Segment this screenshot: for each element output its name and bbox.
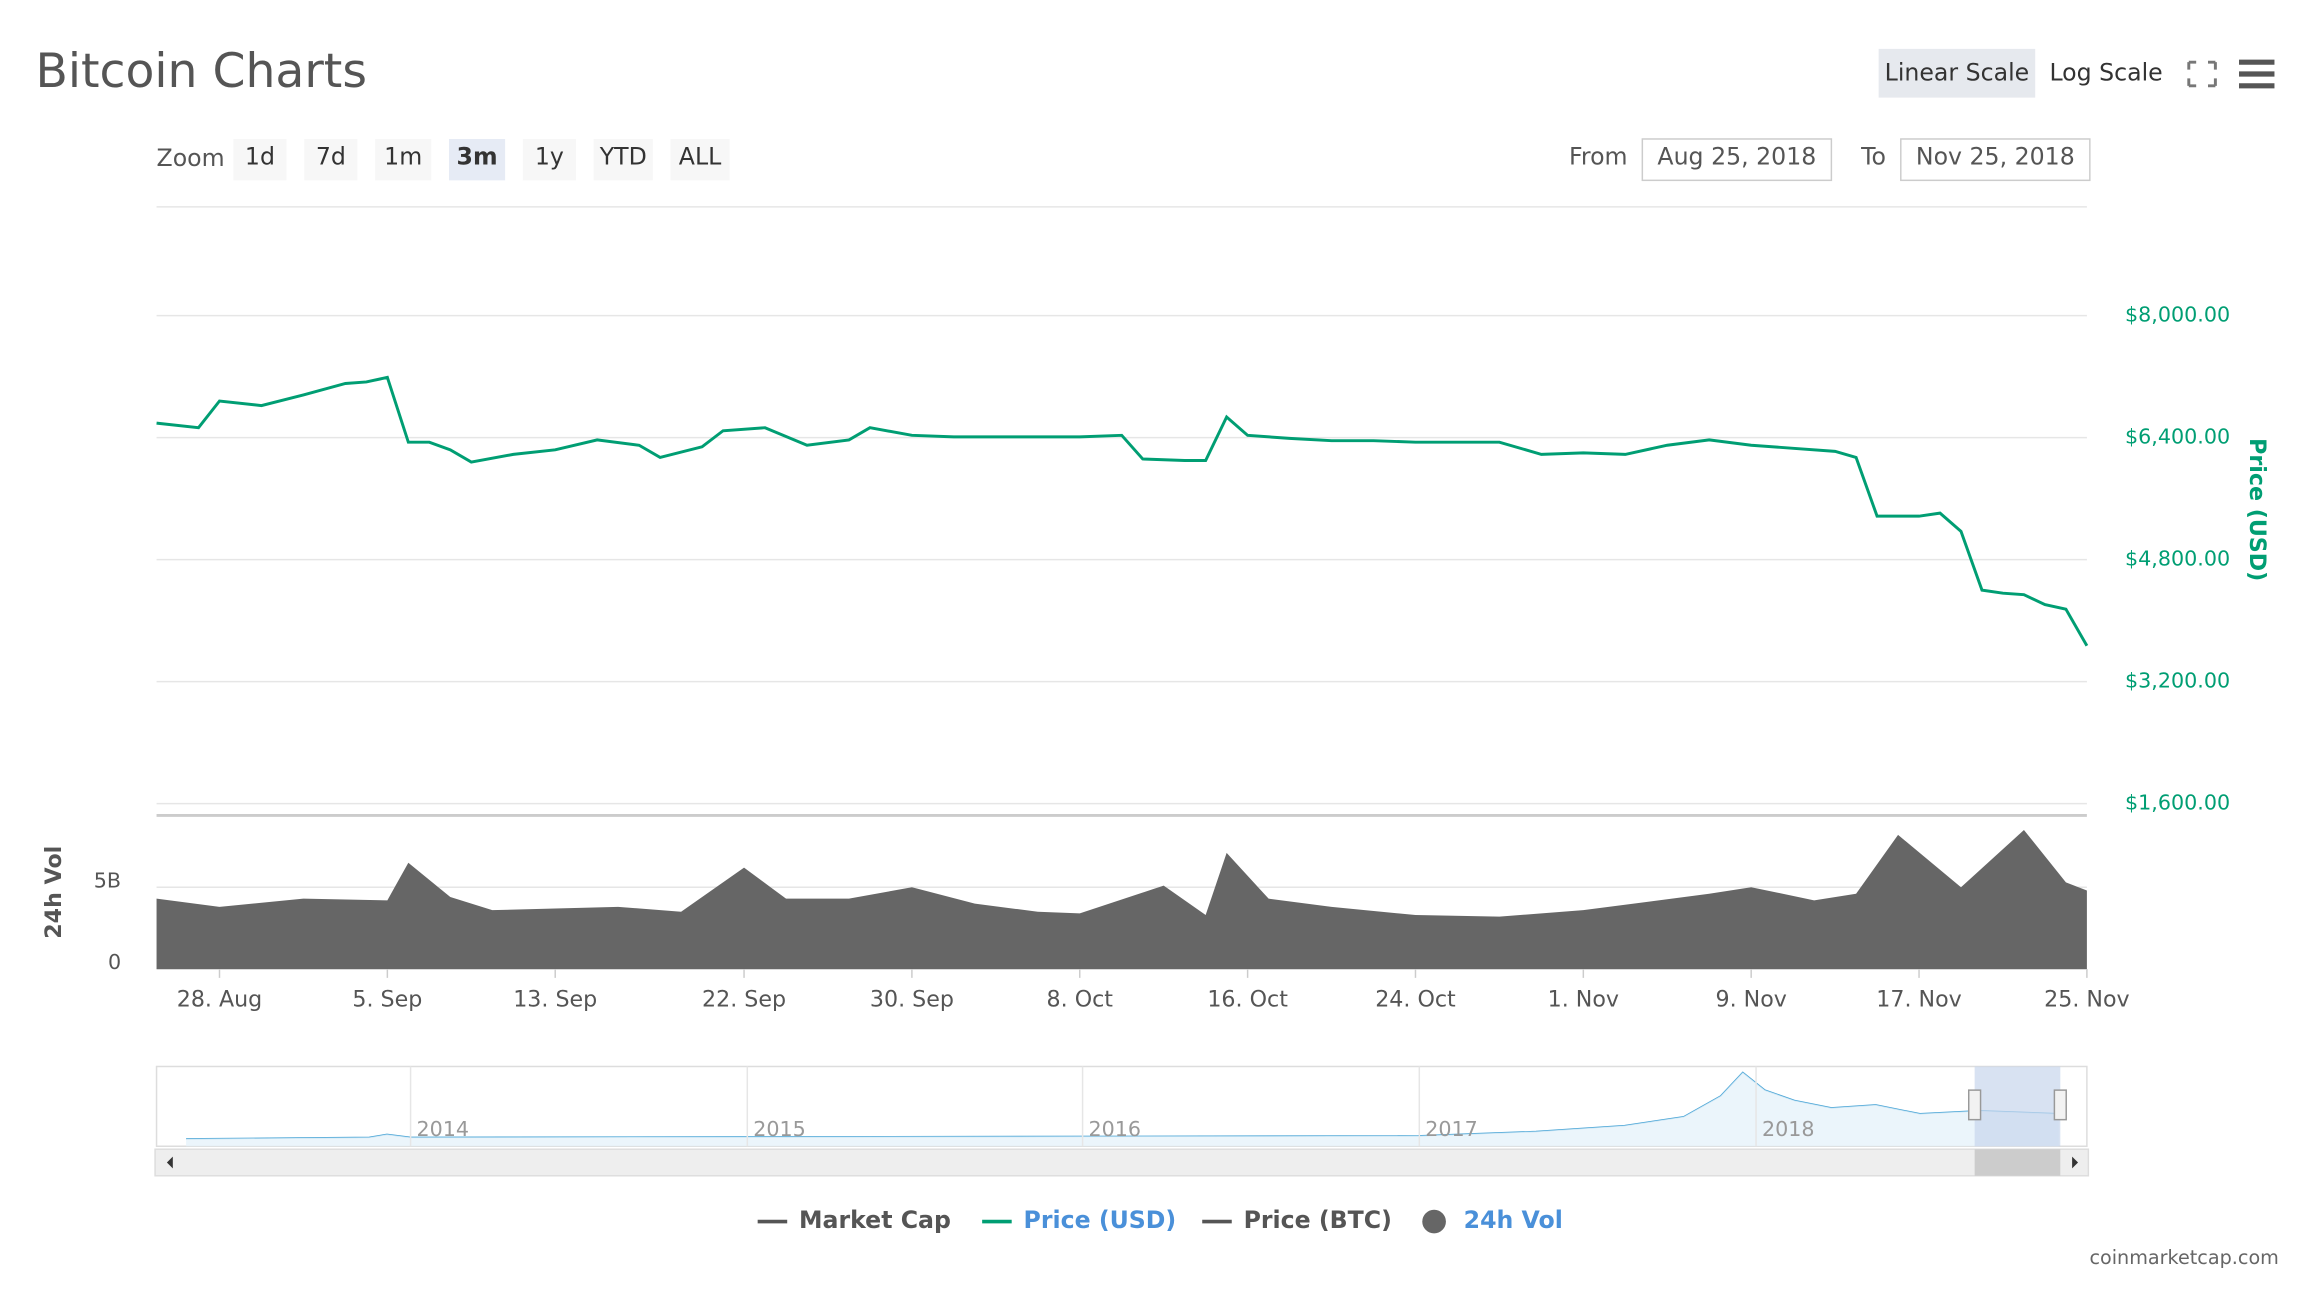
navigator-selection[interactable]	[1974, 1066, 2061, 1147]
x-tick-label: 13. Sep	[513, 987, 597, 1013]
y-tick-label: $3,200.00	[2125, 669, 2230, 693]
y2-axis-title: 24h Vol	[41, 846, 67, 939]
linear-scale-label[interactable]: Linear Scale	[1885, 59, 2030, 87]
x-tick-label: 22. Sep	[702, 987, 786, 1013]
navigator-label: 2014	[416, 1117, 469, 1141]
scrollbar-thumb[interactable]	[1974, 1149, 2061, 1176]
y-tick-label: $8,000.00	[2125, 303, 2230, 327]
zoom-button[interactable]	[522, 138, 576, 181]
navigator-label: 2015	[753, 1117, 806, 1141]
navigator-label: 2017	[1425, 1117, 1478, 1141]
navigator	[154, 1065, 2090, 1177]
legend-symbol[interactable]	[1422, 1209, 1446, 1234]
menu-icon[interactable]	[2239, 59, 2275, 89]
zoom-button-label[interactable]: YTD	[599, 143, 647, 171]
x-tick-label: 17. Nov	[1876, 987, 1961, 1013]
to-date[interactable]: Nov 25, 2018	[1916, 143, 2075, 171]
y-axis-title: Price (USD)	[2244, 438, 2270, 581]
x-tick-label: 5. Sep	[352, 987, 422, 1013]
x-tick-label: 24. Oct	[1375, 987, 1456, 1013]
from-input[interactable]	[1641, 138, 1833, 182]
zoom-button[interactable]	[375, 138, 432, 181]
x-tick-label: 25. Nov	[2044, 987, 2129, 1013]
x-tick-label: 8. Oct	[1047, 987, 1114, 1013]
volume-area	[156, 829, 2087, 970]
from-date[interactable]: Aug 25, 2018	[1657, 143, 1816, 171]
zoom-button[interactable]	[670, 138, 730, 181]
navigator-area	[186, 1072, 2059, 1147]
x-tick-label: 28. Aug	[177, 987, 262, 1013]
y-tick-label: $6,400.00	[2125, 425, 2230, 449]
legend-label[interactable]: Price (USD)	[1024, 1206, 1177, 1234]
y2-tick-label: 0	[108, 950, 121, 974]
page-title: Bitcoin Charts	[35, 44, 367, 99]
navigator-label: 2016	[1088, 1117, 1141, 1141]
zoom-button-label[interactable]: 1y	[535, 143, 564, 171]
to-input[interactable]	[1900, 138, 2091, 182]
y-tick-label: $4,800.00	[2125, 547, 2230, 571]
log-scale-label[interactable]: Log Scale	[2049, 59, 2162, 87]
navigator-handle[interactable]	[2053, 1089, 2067, 1121]
x-tick-label: 9. Nov	[1715, 987, 1786, 1013]
legend-label[interactable]: Price (BTC)	[1244, 1206, 1392, 1234]
to-label: To	[1860, 143, 1886, 171]
zoom-button-label[interactable]: 7d	[316, 143, 346, 171]
scroll-left[interactable]	[166, 1156, 173, 1169]
zoom-label: Zoom	[157, 144, 225, 172]
from-label: From	[1569, 143, 1628, 171]
legend-label[interactable]: 24h Vol	[1464, 1206, 1563, 1234]
linear-scale-button[interactable]	[1878, 48, 2036, 98]
zoom-button[interactable]	[448, 138, 506, 181]
x-tick-label: 1. Nov	[1548, 987, 1619, 1013]
zoom-button-label[interactable]: 1d	[245, 143, 275, 171]
y2-tick-label: 5B	[94, 868, 121, 892]
navigator-handle[interactable]	[1968, 1089, 1982, 1121]
y-tick-label: $1,600.00	[2125, 791, 2230, 815]
zoom-button[interactable]	[304, 138, 358, 181]
zoom-button-label[interactable]: 3m	[457, 143, 498, 171]
price-line	[156, 375, 2089, 647]
zoom-button-label[interactable]: ALL	[679, 143, 722, 171]
x-tick-label: 16. Oct	[1207, 987, 1288, 1013]
zoom-button[interactable]	[593, 138, 653, 181]
navigator-label: 2018	[1762, 1117, 1815, 1141]
legend-label[interactable]: Market Cap	[799, 1206, 951, 1234]
scrollbar[interactable]	[154, 1148, 2090, 1177]
x-tick-label: 30. Sep	[870, 987, 954, 1013]
zoom-button-label[interactable]: 1m	[384, 143, 422, 171]
zoom-button[interactable]	[233, 138, 287, 181]
scroll-right[interactable]	[2072, 1156, 2079, 1169]
credit: coinmarketcap.com	[2089, 1246, 2278, 1269]
fullscreen-icon[interactable]	[2187, 60, 2217, 88]
